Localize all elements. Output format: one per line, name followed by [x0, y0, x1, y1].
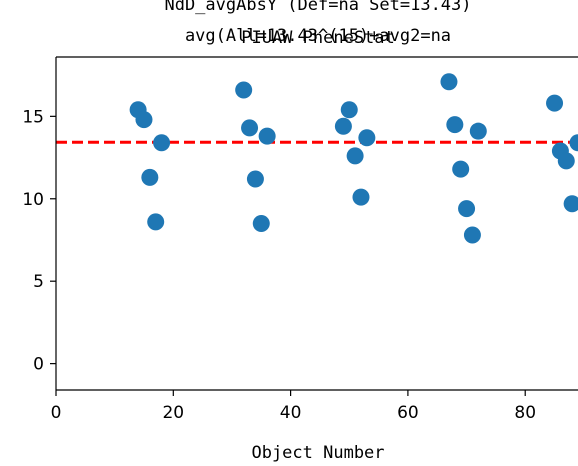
- plot-area: [56, 73, 578, 244]
- data-point-20: [469, 122, 487, 140]
- data-point-19: [463, 226, 481, 244]
- x-axis: 0 20 40 60 80: [51, 390, 536, 423]
- data-point-21: [546, 94, 564, 112]
- data-point-3: [147, 213, 165, 231]
- data-point-12: [346, 147, 364, 165]
- x-tick-label: 0: [51, 403, 62, 423]
- chart-title-line-3: avg(All=13.43^(15)+avg2=na: [185, 26, 451, 46]
- data-point-8: [252, 215, 270, 232]
- data-point-23: [557, 152, 575, 170]
- y-tick-label: 0: [33, 355, 44, 375]
- x-tick-label: 40: [280, 403, 302, 423]
- data-point-24: [563, 195, 578, 213]
- y-tick-label: 10: [22, 190, 44, 210]
- data-point-13: [352, 188, 370, 206]
- data-point-6: [241, 119, 259, 137]
- chart-title-line-2: PIUAW PheneStat: [241, 28, 395, 48]
- data-point-17: [452, 160, 470, 178]
- data-point-18: [458, 200, 476, 218]
- x-tick-label: 60: [397, 403, 419, 423]
- data-point-14: [358, 129, 376, 147]
- data-point-9: [258, 127, 276, 145]
- data-point-7: [246, 170, 264, 188]
- data-point-5: [235, 81, 253, 99]
- data-point-25: [569, 134, 578, 152]
- data-point-4: [153, 134, 171, 152]
- y-axis: 0 5 10 15: [22, 107, 56, 375]
- chart-title-line-1: NdD_avgAbsY (Def=na Set=13.43): [164, 0, 471, 15]
- data-point-11: [340, 101, 358, 119]
- data-point-1: [135, 111, 153, 129]
- x-tick-label: 80: [514, 403, 536, 423]
- data-point-2: [141, 168, 159, 186]
- y-tick-label: 15: [22, 107, 44, 127]
- data-point-10: [334, 117, 352, 135]
- x-tick-label: 20: [162, 403, 184, 423]
- data-point-15: [440, 73, 458, 91]
- y-tick-label: 5: [33, 272, 44, 292]
- x-axis-label: Object Number: [251, 443, 384, 463]
- data-point-16: [446, 116, 464, 134]
